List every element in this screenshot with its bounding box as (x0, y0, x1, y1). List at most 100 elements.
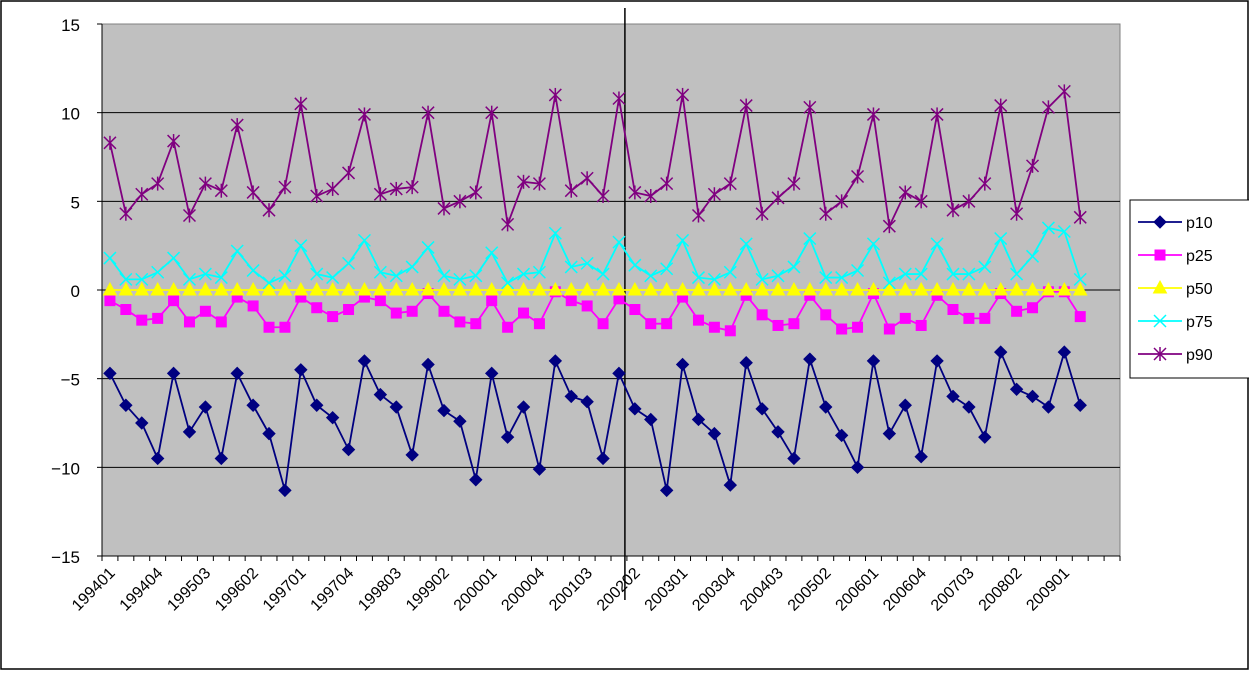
data-point-p25 (533, 318, 545, 330)
data-point-p90 (564, 183, 578, 198)
data-point-p50 (770, 281, 786, 296)
data-point-p25 (406, 305, 418, 317)
marker-stroke (310, 267, 324, 281)
data-point-p75 (723, 265, 737, 279)
data-point-p25 (183, 316, 195, 328)
series-p25 (104, 286, 1086, 337)
data-point-p10 (405, 448, 419, 462)
marker-stroke (691, 271, 706, 285)
data-point-p90 (644, 189, 658, 204)
data-point-p50 (118, 281, 134, 296)
data-point-p50 (595, 281, 611, 296)
data-point-p90 (453, 194, 467, 209)
data-point-p50 (150, 281, 166, 296)
marker-stroke (182, 272, 197, 286)
data-point-p25 (1027, 302, 1039, 314)
data-point-p90 (103, 135, 117, 150)
data-point-p90 (214, 183, 228, 198)
marker-stroke (660, 262, 674, 276)
data-point-p90 (278, 180, 292, 195)
data-point-p90 (421, 105, 435, 120)
data-point-p90 (532, 176, 546, 191)
data-point-p75 (357, 233, 371, 247)
data-point-p50 (563, 281, 579, 296)
data-point-p90 (310, 189, 324, 204)
data-point-p25 (168, 295, 180, 307)
data-point-p25 (947, 304, 959, 316)
marker-stroke (389, 269, 403, 283)
legend-box (1129, 199, 1249, 379)
data-point-p50 (929, 281, 945, 296)
data-point-p90 (866, 107, 880, 122)
legend-item-p90: p90 (1138, 347, 1213, 364)
data-point-p25 (486, 295, 498, 307)
legend-item-p75: p75 (1138, 314, 1213, 331)
y-tick-label: 10 (61, 105, 80, 124)
legend-item-p50: p50 (1138, 279, 1213, 298)
data-point-p90 (326, 181, 340, 196)
marker-stroke (437, 269, 451, 283)
data-point-p75 (151, 265, 165, 279)
data-point-p75 (596, 267, 610, 281)
data-point-p50 (754, 281, 770, 296)
marker-stroke (946, 267, 960, 281)
data-point-p10 (182, 425, 197, 439)
data-point-p10 (675, 357, 690, 372)
data-point-p90 (1025, 158, 1040, 173)
marker-stroke (1025, 249, 1040, 263)
data-point-p10 (850, 460, 865, 475)
data-point-p25 (374, 295, 386, 307)
data-point-p75 (994, 232, 1008, 246)
data-point-p90 (246, 185, 260, 200)
marker-stroke (501, 276, 515, 290)
data-point-p50 (229, 281, 245, 296)
data-point-p25 (565, 295, 577, 307)
marker-stroke (373, 265, 387, 279)
marker-stroke (851, 263, 865, 278)
data-point-p25 (199, 305, 211, 317)
marker-stroke (930, 237, 944, 251)
data-point-p50 (277, 281, 293, 296)
data-point-p75 (469, 269, 483, 283)
data-point-p75 (167, 251, 181, 265)
data-point-p90 (1010, 206, 1024, 221)
data-point-p25 (836, 323, 848, 335)
data-point-p75 (1010, 267, 1024, 281)
data-point-p90 (803, 100, 817, 115)
data-point-p75 (373, 265, 387, 279)
data-point-p50 (659, 281, 675, 296)
data-point-p10 (644, 412, 658, 427)
data-point-p75 (676, 233, 690, 247)
data-point-p90 (946, 203, 960, 218)
marker-stroke (421, 240, 435, 254)
data-point-p50 (373, 281, 388, 296)
data-point-p75 (691, 271, 706, 285)
data-point-p75 (628, 258, 642, 272)
data-point-p90 (167, 134, 181, 149)
data-point-p75 (278, 269, 292, 283)
data-point-p50 (579, 281, 595, 296)
marker-stroke (644, 269, 658, 283)
data-point-p10 (659, 483, 674, 498)
data-point-p50 (261, 281, 277, 296)
data-point-p10 (707, 426, 722, 441)
data-point-p50 (834, 281, 849, 296)
data-point-p10 (882, 426, 897, 441)
legend-label: p25 (1186, 248, 1213, 265)
data-point-p90 (851, 169, 865, 184)
data-point-p90 (914, 194, 928, 209)
data-point-p75 (866, 237, 880, 251)
data-point-p25 (263, 321, 275, 333)
marker-stroke (835, 271, 849, 285)
data-point-p75 (437, 269, 451, 283)
data-point-p90 (723, 176, 737, 191)
data-point-p25 (327, 311, 339, 323)
marker-stroke (755, 272, 769, 286)
data-point-p50 (1009, 281, 1024, 296)
data-point-p75 (612, 235, 626, 249)
data-point-p10 (294, 363, 308, 377)
data-point-p75 (739, 237, 753, 251)
data-point-p25 (772, 319, 784, 331)
series-line-p90 (109, 89, 1082, 230)
data-point-p50 (357, 281, 372, 296)
